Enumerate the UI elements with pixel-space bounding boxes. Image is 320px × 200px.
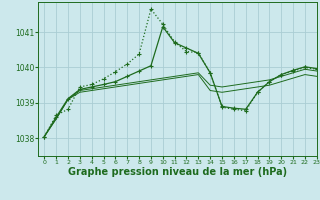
X-axis label: Graphe pression niveau de la mer (hPa): Graphe pression niveau de la mer (hPa)	[68, 167, 287, 177]
